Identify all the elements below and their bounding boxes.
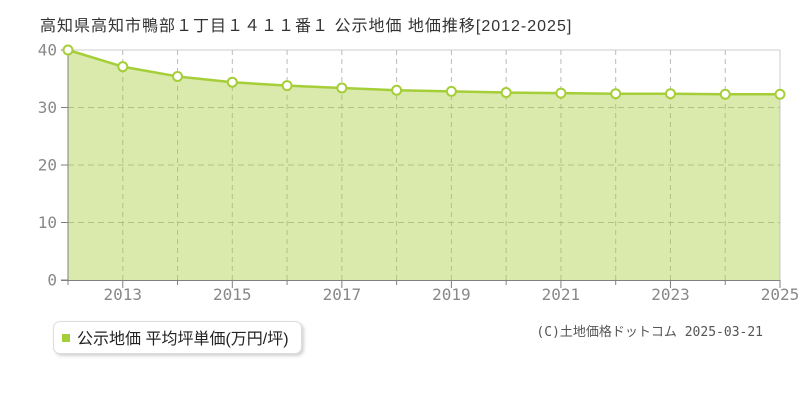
data-point-marker	[774, 88, 786, 100]
x-axis-tick-label: 2019	[432, 285, 471, 304]
data-point-marker	[610, 88, 622, 100]
data-point-marker	[555, 87, 567, 99]
data-point-marker	[391, 84, 403, 96]
data-point-marker	[500, 87, 512, 99]
data-point-marker	[281, 80, 293, 92]
copyright-text: (C)土地価格ドットコム 2025-03-21	[536, 325, 763, 340]
y-axis-tick-label: 30	[38, 98, 57, 117]
data-point-marker	[445, 85, 457, 97]
y-axis-tick-label: 10	[38, 213, 57, 232]
x-axis-tick-label: 2017	[323, 285, 362, 304]
x-axis-tick-label: 2013	[104, 285, 143, 304]
data-point-marker	[62, 44, 74, 56]
data-point-marker	[117, 61, 129, 73]
x-axis-tick-label: 2015	[213, 285, 252, 304]
series-area-fill	[68, 50, 780, 280]
y-axis-tick-label: 40	[38, 41, 57, 60]
legend-series-swatch-icon	[62, 333, 70, 342]
data-point-marker	[336, 82, 348, 94]
x-axis-tick-label: 2021	[542, 285, 581, 304]
y-axis-tick-label: 0	[47, 271, 57, 290]
y-axis-tick-label: 20	[38, 156, 57, 175]
series-line	[67, 48, 780, 96]
x-axis-tick-label: 2025	[761, 285, 800, 304]
data-point-marker	[172, 70, 184, 82]
data-point-marker	[226, 76, 238, 88]
chart-title: 高知県高知市鴨部１丁目１４１１番１ 公示地価 地価推移[2012-2025]	[40, 18, 573, 35]
x-axis-tick-label: 2023	[651, 285, 690, 304]
legend-label: 公示地価 平均坪単価(万円/坪)	[77, 331, 289, 348]
data-point-marker	[719, 88, 731, 100]
legend: 公示地価 平均坪単価(万円/坪)	[53, 321, 302, 354]
data-point-marker	[664, 88, 676, 100]
